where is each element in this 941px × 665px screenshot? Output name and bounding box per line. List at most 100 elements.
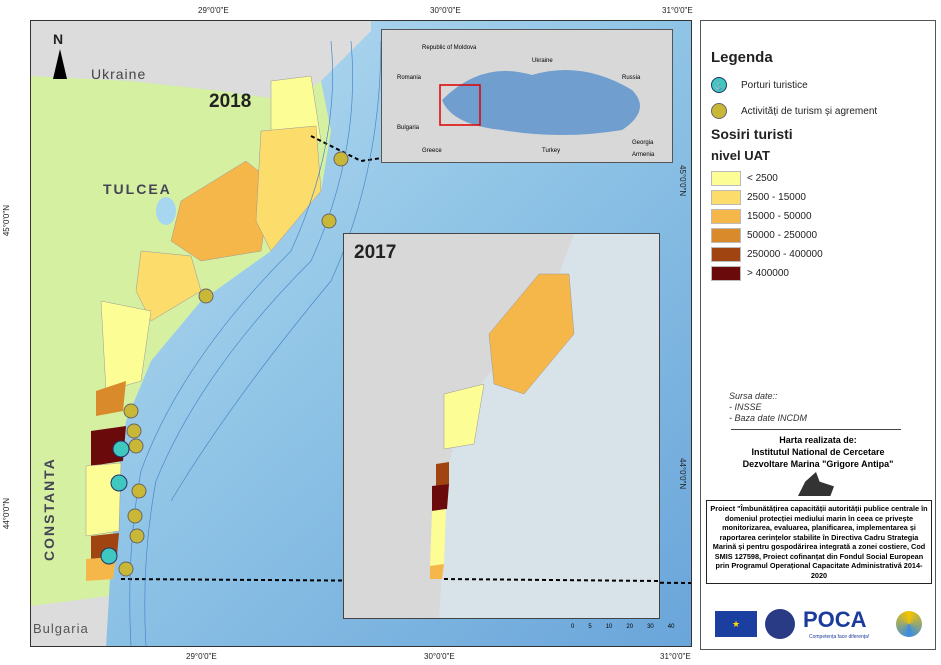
legend-class: 15000 - 50000 [711, 209, 812, 224]
overview-label: Turkey [542, 148, 561, 154]
color-swatch [711, 190, 741, 205]
lat-label: 44°0'0"N [678, 458, 687, 490]
legend-class: < 2500 [711, 171, 778, 186]
overview-label: Georgia [632, 140, 654, 146]
credits: Harta realizata de: Institutul National d… [701, 434, 935, 470]
source-title: Sursa date:: [729, 391, 778, 401]
legend-class: 2500 - 15000 [711, 190, 806, 205]
legend-label: > 400000 [747, 268, 789, 279]
port-marker [112, 440, 130, 458]
overview-label: Republic of Moldova [422, 45, 477, 51]
scale-tick: 20 [626, 624, 634, 630]
country-label: Ukraine [91, 66, 147, 82]
source-item: - Baza date INCDM [729, 413, 808, 423]
activity-marker [126, 423, 142, 439]
main-map[interactable]: N Ukraine 2018 TULCEA CONSTANTA Bulgaria… [30, 20, 692, 647]
lon-label: 31°0'0"E [660, 652, 691, 661]
legend-class: 50000 - 250000 [711, 228, 817, 243]
lat-label: 45°0'0"N [2, 205, 11, 237]
bathymetry [129, 40, 382, 646]
color-swatch [711, 247, 741, 262]
incdm-logo [798, 472, 834, 496]
overview-label: Romania [397, 75, 422, 81]
activity-icon [711, 103, 727, 119]
uat-polygon [100, 300, 152, 392]
color-swatch [711, 171, 741, 186]
uat-polygon [96, 381, 126, 416]
activity-marker [127, 508, 143, 524]
legend-panel: Legenda ⚓ Porturi turistice Activități de… [700, 20, 936, 650]
activity-marker [321, 213, 337, 229]
legend-label: < 2500 [747, 173, 778, 184]
scale-bar: 0 5 10 20 30 40 [571, 624, 674, 630]
activity-marker [129, 528, 145, 544]
legend-label: 250000 - 400000 [747, 249, 823, 260]
overview-label: Greece [422, 148, 442, 154]
data-source: Sursa date:: - INSSE - Baza date INCDM [729, 391, 807, 424]
legend-subtitle: Sosiri turisti [711, 126, 793, 142]
activity-marker [128, 438, 144, 454]
uat-polygon [170, 160, 272, 262]
credits-line: Dezvoltare Marina "Grigore Antipa" [742, 459, 894, 469]
year-label: 2018 [209, 91, 252, 112]
poca-tagline: Competența face diferența! [809, 634, 870, 640]
activity-marker [123, 403, 139, 419]
legend-label: Activități de turism și agrement [741, 105, 878, 117]
legend-class: 250000 - 400000 [711, 247, 823, 262]
overview-label: Armenia [632, 152, 655, 158]
lat-label: 45°0'0"N [678, 165, 687, 197]
lat-label: 44°0'0"N [2, 498, 11, 530]
north-arrow: N [53, 31, 64, 47]
overview-label: Ukraine [532, 58, 553, 64]
lon-label: 30°0'0"E [424, 652, 455, 661]
legend-label: 2500 - 15000 [747, 192, 806, 203]
color-swatch [711, 228, 741, 243]
uat-polygon [255, 125, 322, 252]
legend-label: Porturi turistice [741, 79, 808, 91]
legend-subtitle: nivel UAT [711, 148, 770, 163]
activity-marker [131, 483, 147, 499]
inset-map-2017: 2017 [343, 233, 660, 619]
uat-polygon [135, 250, 202, 322]
lon-label: 29°0'0"E [186, 652, 217, 661]
scale-tick: 5 [588, 624, 592, 630]
scale-tick: 10 [605, 624, 613, 630]
legend-label: 15000 - 50000 [747, 211, 812, 222]
lon-label: 30°0'0"E [430, 6, 461, 15]
lon-label: 31°0'0"E [662, 6, 693, 15]
source-item: - INSSE [729, 402, 762, 412]
scale-tick: 30 [647, 624, 654, 630]
legend-label: 50000 - 250000 [747, 230, 818, 241]
overview-map: Ukraine Russia Romania Republic of Moldo… [381, 29, 673, 163]
activity-marker [333, 151, 349, 167]
country-label: Bulgaria [33, 621, 89, 636]
port-marker [110, 474, 128, 492]
eu-flag-logo: ★ [715, 611, 757, 637]
north-arrow-icon [53, 49, 67, 79]
credits-line: Harta realizata de: [779, 435, 857, 445]
overview-label: Bulgaria [397, 125, 420, 131]
bulgaria-land [31, 596, 109, 646]
legend-title: Legenda [711, 49, 773, 66]
color-swatch [711, 209, 741, 224]
divider [731, 429, 901, 430]
activity-marker [198, 288, 214, 304]
government-seal-logo [765, 609, 795, 639]
anchor-icon: ⚓ [711, 77, 727, 93]
poca-logo: POCA [803, 607, 867, 632]
poi-markers [100, 151, 349, 577]
county-label: TULCEA [103, 181, 172, 197]
credits-line: Institutul National de Cercetare [751, 447, 885, 457]
port-marker [100, 547, 118, 565]
scale-tick: 40 [667, 624, 675, 630]
activity-marker [118, 561, 134, 577]
year-label: 2017 [354, 242, 397, 263]
project-description: Proiect "Îmbunătățirea capacității autor… [706, 500, 932, 584]
legend-class: > 400000 [711, 266, 789, 281]
scale-tick: 0 [571, 624, 575, 630]
color-swatch [711, 266, 741, 281]
lake [156, 197, 176, 225]
lon-label: 29°0'0"E [198, 6, 229, 15]
program-logo [896, 611, 922, 637]
overview-label: Russia [622, 75, 641, 81]
